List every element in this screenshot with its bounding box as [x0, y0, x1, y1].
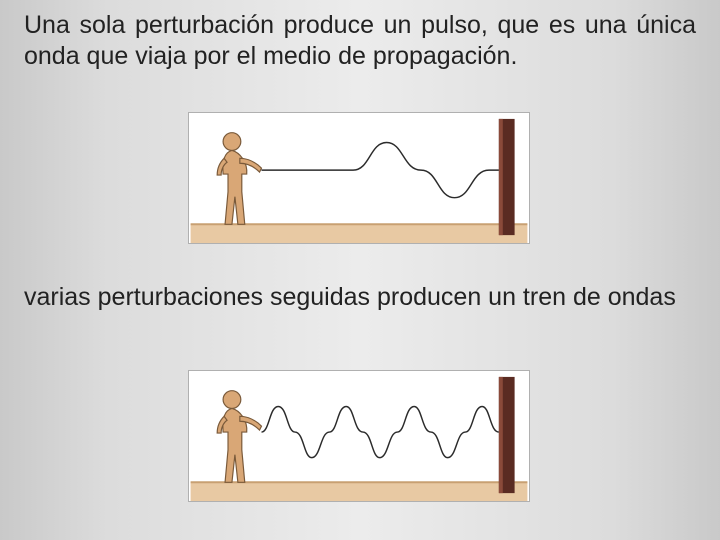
paragraph-pulse-definition: Una sola perturbación produce un pulso, …: [24, 10, 696, 73]
person-icon: [217, 133, 261, 225]
rope-pulse: [262, 143, 499, 198]
paragraph-wave-train-definition: varias perturbaciones seguidas producen …: [24, 282, 696, 313]
person-icon: [217, 391, 261, 483]
floor: [191, 482, 528, 501]
pulse-diagram-svg: [189, 113, 529, 243]
train-diagram-svg: [189, 371, 529, 501]
floor: [191, 224, 528, 243]
rope-train: [262, 406, 499, 457]
figure-wave-train: [188, 370, 530, 502]
figure-single-pulse: [188, 112, 530, 244]
wall-highlight: [499, 119, 503, 235]
wall-highlight: [499, 377, 503, 493]
